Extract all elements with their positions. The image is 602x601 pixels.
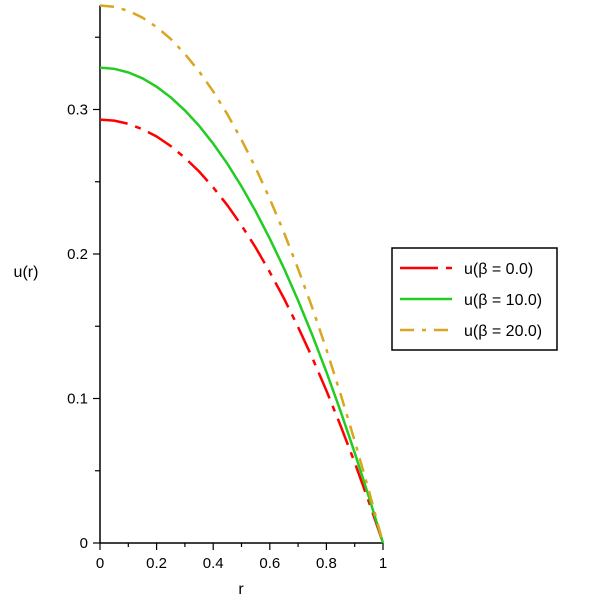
x-tick-label: 0.4 — [203, 555, 224, 572]
y-axis-label: u(r) — [14, 264, 39, 281]
x-axis-label: r — [238, 581, 244, 598]
x-tick-label: 0.2 — [146, 555, 167, 572]
y-tick-label: 0.1 — [67, 391, 88, 408]
y-tick-label: 0.2 — [67, 246, 88, 263]
legend: u(β = 0.0) u(β = 10.0) u(β = 20.0) — [391, 247, 558, 351]
y-tick-label: 0 — [80, 535, 88, 552]
legend-label-1: u(β = 10.0) — [464, 292, 542, 309]
y-tick-label: 0.3 — [67, 102, 88, 119]
x-tick-label: 0 — [96, 555, 104, 572]
legend-label-0: u(β = 0.0) — [464, 261, 533, 278]
legend-label-2: u(β = 20.0) — [464, 323, 542, 340]
x-tick-label: 0.6 — [259, 555, 280, 572]
series-line-0 — [99, 118, 385, 544]
axes: 0 0.1 0.2 0.3 0 0.2 0.4 0.6 0.8 1 — [67, 5, 387, 572]
series-line-2 — [99, 4, 385, 544]
series-lines — [99, 4, 385, 544]
series-line-1 — [99, 66, 385, 544]
x-tick-label: 1 — [379, 555, 387, 572]
x-tick-label: 0.8 — [316, 555, 337, 572]
